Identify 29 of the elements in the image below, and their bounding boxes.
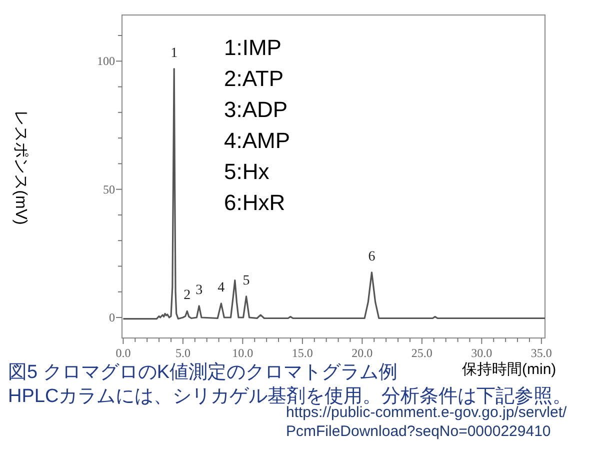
y-tick-label: 100 — [97, 54, 115, 68]
x-tick-label: 25.0 — [411, 346, 432, 360]
y-axis-title: レスポンス(mV) — [11, 110, 30, 225]
annotation: 1:IMP — [224, 35, 282, 61]
line-series — [122, 68, 546, 320]
x-tick-label: 5.0 — [175, 346, 190, 360]
text: 図5 クロマグロのK値測定のクロマトグラム例 — [8, 361, 398, 385]
text: HPLCカラムには、シリカゲル基剤を使用。分析条件は下記参照。 — [8, 385, 572, 407]
annotation: 2 — [184, 288, 191, 304]
annotation: 6:HxR — [224, 190, 286, 216]
x-tick-label: 10.0 — [232, 346, 254, 360]
y-tick-label: 50 — [103, 182, 115, 196]
x-tick-label: 35.0 — [530, 346, 552, 360]
annotation: 6 — [368, 249, 376, 264]
x-tick-label: 0.0 — [116, 346, 131, 360]
x-axis-title: 保持時間(min) — [462, 360, 556, 379]
annotation: 5 — [242, 273, 250, 288]
annotation: 4:AMP — [224, 128, 290, 154]
text: https://public-comment.e-gov.go.jp/servlet/PcmFileDownload?seqNo=0000229410 — [286, 404, 568, 441]
annotation: 5:Hx — [224, 159, 270, 185]
x-tick-label: 30.0 — [471, 346, 492, 360]
annotation: 3:ADP — [224, 97, 288, 123]
annotation: 4 — [218, 280, 225, 296]
annotation: 1 — [170, 46, 178, 61]
x-tick-label: 20.0 — [352, 346, 373, 360]
y-tick-label: 0 — [109, 310, 115, 324]
annotation: 2:ATP — [224, 66, 284, 92]
annotation: 3 — [196, 282, 203, 298]
x-tick-label: 15.0 — [292, 346, 313, 360]
